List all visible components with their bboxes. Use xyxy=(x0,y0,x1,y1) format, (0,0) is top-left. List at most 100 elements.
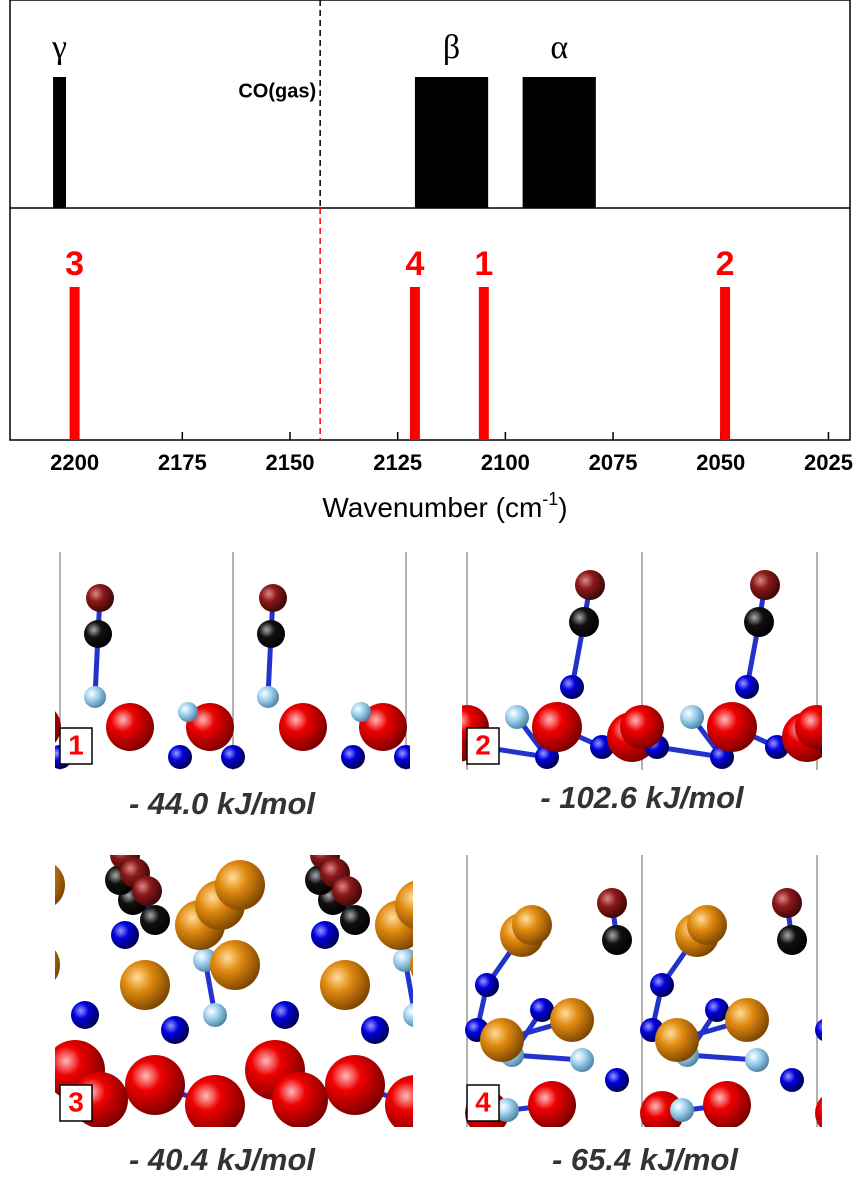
atom xyxy=(279,703,327,751)
bond xyxy=(397,622,409,687)
atom xyxy=(569,607,599,637)
atom xyxy=(820,740,822,754)
plot-frame xyxy=(9,0,851,441)
bond xyxy=(852,1020,861,1040)
atom xyxy=(680,705,704,729)
atom xyxy=(505,865,535,895)
atom xyxy=(560,675,584,699)
atom xyxy=(512,905,552,945)
bond xyxy=(5,960,15,1015)
atom xyxy=(825,973,849,997)
adsorption-energy: - 102.6 kJ/mol xyxy=(540,780,745,815)
atom xyxy=(640,1091,684,1127)
x-tick-label: 2025 xyxy=(804,450,853,475)
structure-label: 2 xyxy=(475,729,491,760)
adsorption-energy: - 65.4 kJ/mol xyxy=(552,1142,739,1177)
atom xyxy=(203,1003,227,1027)
atom xyxy=(855,705,861,729)
atom xyxy=(815,1096,822,1127)
atom xyxy=(845,1098,861,1122)
experimental-band xyxy=(414,77,489,208)
structures: 1 - 44.0 kJ/mol 2 - 102.6 kJ/mol 3 - 40.4 kJ/… xyxy=(0,552,861,1177)
atom xyxy=(0,745,19,769)
atom xyxy=(395,1048,419,1072)
bond xyxy=(832,747,861,757)
structure-image xyxy=(302,855,861,1127)
bond xyxy=(535,873,547,891)
atom xyxy=(410,953,413,977)
atom xyxy=(532,702,582,752)
atom xyxy=(725,998,769,1042)
bond xyxy=(525,855,535,873)
atom xyxy=(850,1043,861,1067)
atom xyxy=(84,686,106,708)
atom xyxy=(394,745,410,769)
atom xyxy=(570,1048,594,1072)
atom xyxy=(84,620,112,648)
structure-panel: 1 - 44.0 kJ/mol xyxy=(0,552,458,821)
atom xyxy=(830,1018,861,1062)
structure-image xyxy=(385,552,861,770)
atom xyxy=(140,905,170,935)
atom xyxy=(745,1048,769,1072)
atom xyxy=(532,876,562,906)
atom xyxy=(271,1001,299,1029)
structure-label: 1 xyxy=(68,729,84,760)
atom xyxy=(320,960,370,1010)
spectrum-chart: 2200 2175 2150 2125 2100 2075 2050 2025 Wavenumb… xyxy=(9,0,853,523)
atom xyxy=(221,745,245,769)
atom xyxy=(55,711,61,743)
atom xyxy=(655,1018,699,1062)
atom xyxy=(650,973,674,997)
atom xyxy=(0,948,17,972)
atom xyxy=(575,570,605,600)
atom xyxy=(427,925,457,955)
bond xyxy=(409,585,415,622)
computed-label: 4 xyxy=(405,245,424,283)
computed-peak xyxy=(720,287,731,440)
atom xyxy=(495,1098,519,1122)
atom xyxy=(510,840,540,870)
atom xyxy=(106,703,154,751)
bond xyxy=(302,985,312,1030)
atom xyxy=(415,860,465,910)
experimental-label: β xyxy=(443,29,460,66)
structure-panel: 4 - 65.4 kJ/mol xyxy=(302,855,861,1177)
bond xyxy=(20,885,40,905)
bond xyxy=(444,598,446,634)
atom xyxy=(703,1081,751,1127)
atom xyxy=(385,1075,413,1127)
bond xyxy=(520,880,533,900)
atom xyxy=(361,1016,389,1044)
atom xyxy=(55,865,65,905)
atom xyxy=(850,913,861,957)
bond xyxy=(420,885,440,905)
atom xyxy=(111,921,139,949)
atom xyxy=(605,1068,629,1092)
atom xyxy=(400,570,430,600)
atom xyxy=(430,686,452,708)
structure-panel: 3 - 40.4 kJ/mol xyxy=(0,840,562,1177)
atom xyxy=(161,1016,189,1044)
atom xyxy=(385,675,409,699)
x-tick-label: 2200 xyxy=(50,450,99,475)
experimental-band xyxy=(522,77,596,208)
computed-peak xyxy=(69,287,80,440)
atom xyxy=(0,1075,45,1135)
bond xyxy=(0,905,20,925)
atom xyxy=(395,881,413,929)
x-axis-label-sup: -1 xyxy=(542,489,558,509)
atom xyxy=(71,1001,99,1029)
bond xyxy=(837,1110,857,1113)
atom xyxy=(430,620,458,648)
atom xyxy=(210,940,260,990)
atom xyxy=(530,998,554,1022)
experimental-band xyxy=(53,77,66,208)
x-tick-label: 2075 xyxy=(589,450,638,475)
atom xyxy=(55,950,60,980)
atom xyxy=(3,1003,27,1027)
adsorption-energy: - 40.4 kJ/mol xyxy=(129,1142,316,1177)
atom xyxy=(795,705,822,749)
atom xyxy=(215,860,265,910)
